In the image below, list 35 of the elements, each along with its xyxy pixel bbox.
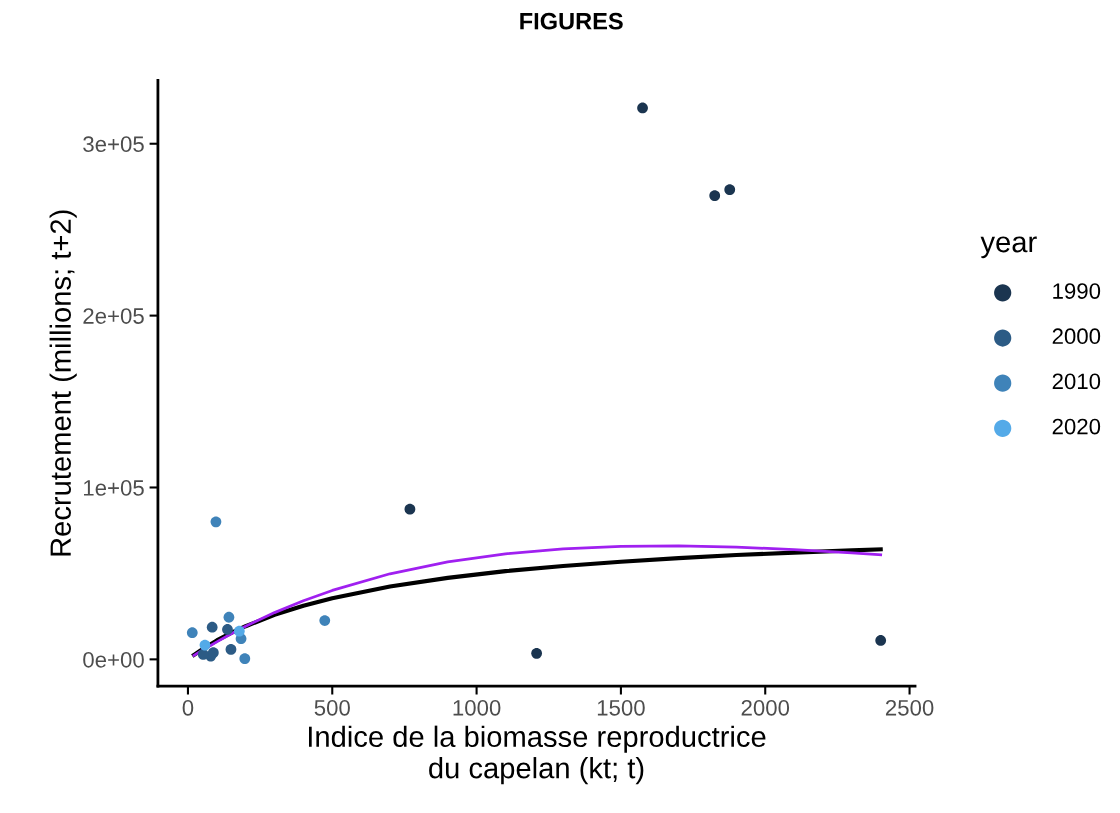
point — [709, 190, 721, 202]
point — [197, 649, 209, 660]
y-axis-title: Recrutement (millions; t+2) — [49, 210, 77, 556]
legend-label: 2010 — [1052, 373, 1101, 390]
legend-label: 1990 — [1053, 283, 1101, 299]
y-tick-label: 3e+05 — [83, 136, 144, 153]
point — [233, 625, 245, 637]
x-axis-title: Indice de la biomasse reproductrice du capelan (kt; t) — [308, 725, 766, 785]
point — [239, 653, 251, 665]
point — [531, 647, 542, 659]
point — [206, 621, 218, 633]
y-tick-label: 0e+00 — [83, 651, 144, 668]
y-tick-label: 1e+05 — [84, 480, 144, 496]
point — [319, 615, 331, 626]
point — [210, 516, 222, 528]
x-tick-label: 2500 — [885, 699, 934, 716]
point — [724, 184, 736, 196]
legend-label: 2020 — [1052, 418, 1101, 435]
x-tick-label: 1000 — [453, 699, 501, 716]
point — [186, 627, 198, 639]
x-tick-label: 1500 — [597, 699, 645, 716]
legend-label: 2000 — [1052, 328, 1101, 345]
point — [222, 624, 233, 635]
point — [225, 644, 237, 655]
legend-title: year — [980, 236, 1037, 259]
x-tick-label: 500 — [314, 699, 350, 716]
point — [637, 102, 648, 114]
chart-title: FIGURES — [520, 12, 623, 30]
point — [199, 639, 211, 651]
x-tick-label: 0 — [182, 699, 194, 716]
point — [223, 611, 235, 623]
x-tick-label: 2000 — [741, 699, 790, 716]
y-tick-label: 2e+05 — [83, 308, 144, 324]
point — [875, 635, 887, 646]
point — [404, 503, 416, 515]
